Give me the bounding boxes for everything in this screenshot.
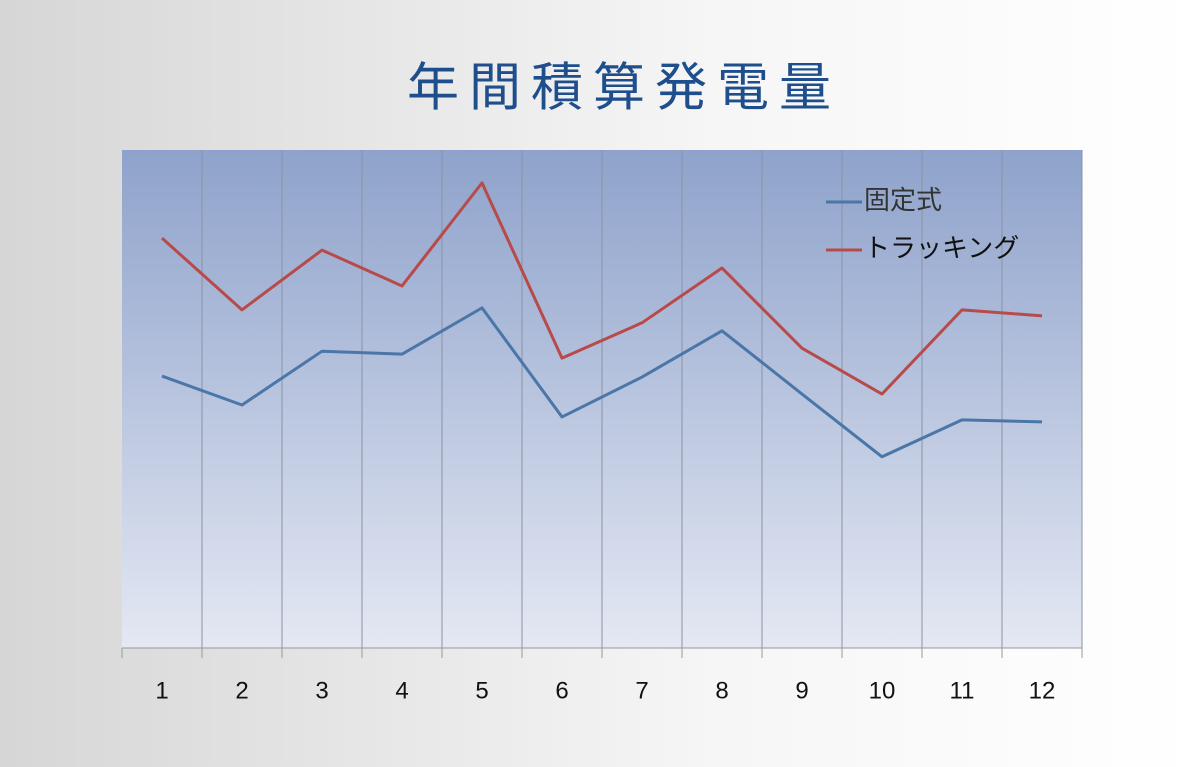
x-tick-label: 2 [235,677,248,704]
x-tick-label: 1 [155,677,168,704]
x-tick-label: 8 [715,677,728,704]
legend-label: 固定式 [864,185,942,215]
series-line [161,306,1043,459]
x-tick-label: 10 [869,677,896,704]
x-tick-label: 9 [795,677,808,704]
x-tick-label: 4 [395,677,408,704]
x-tick-label: 12 [1029,677,1056,704]
x-tick-label: 6 [555,677,568,704]
chart-title: 年間積算発電量 [407,60,841,118]
x-tick-label: 3 [315,677,328,704]
series-line [160,181,1043,396]
x-tick-label: 7 [635,677,648,704]
x-tick-label: 5 [475,677,488,704]
legend-label: トラッキング [864,233,1019,263]
x-tick-label: 11 [950,677,975,704]
